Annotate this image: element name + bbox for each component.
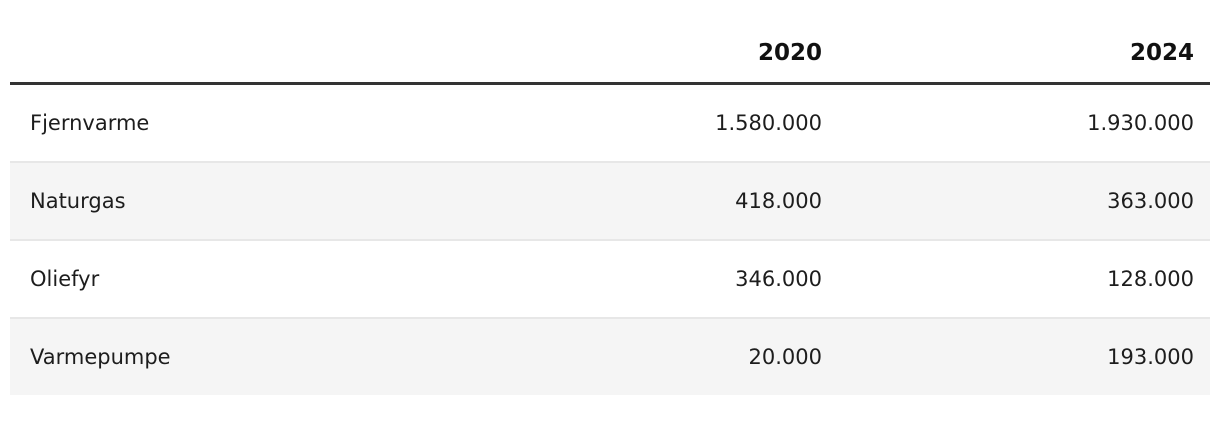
value-2024: 128.000 (1107, 267, 1194, 291)
row-label: Oliefyr (30, 267, 100, 291)
table-row-varmepumpe: Varmepumpe 20.000 193.000 (10, 318, 1210, 395)
table-row-fjernvarme: Fjernvarme 1.580.000 1.930.000 (10, 84, 1210, 163)
row-label: Varmepumpe (30, 345, 171, 369)
header-year-2024: 2024 (838, 0, 1210, 85)
value-2024: 1.930.000 (1087, 111, 1194, 135)
value-2024: 363.000 (1107, 189, 1194, 213)
value-2020: 20.000 (748, 345, 822, 369)
table-body: Fjernvarme 1.580.000 1.930.000 Naturgas … (10, 84, 1210, 395)
value-2020: 418.000 (735, 189, 822, 213)
header-year-2020: 2020 (466, 0, 838, 85)
value-2020: 1.580.000 (715, 111, 822, 135)
header-row: 2020 2024 (10, 0, 1210, 85)
table-row-oliefyr: Oliefyr 346.000 128.000 (10, 240, 1210, 318)
header-label-empty (10, 0, 466, 85)
value-2020: 346.000 (735, 267, 822, 291)
table-row-naturgas: Naturgas 418.000 363.000 (10, 162, 1210, 240)
row-label: Naturgas (30, 189, 126, 213)
table-header: 2020 2024 (10, 0, 1210, 85)
value-2024: 193.000 (1107, 345, 1194, 369)
heating-types-table: 2020 2024 Fjernvarme 1.580.000 1.930.000… (10, 0, 1210, 395)
row-label: Fjernvarme (30, 111, 150, 135)
